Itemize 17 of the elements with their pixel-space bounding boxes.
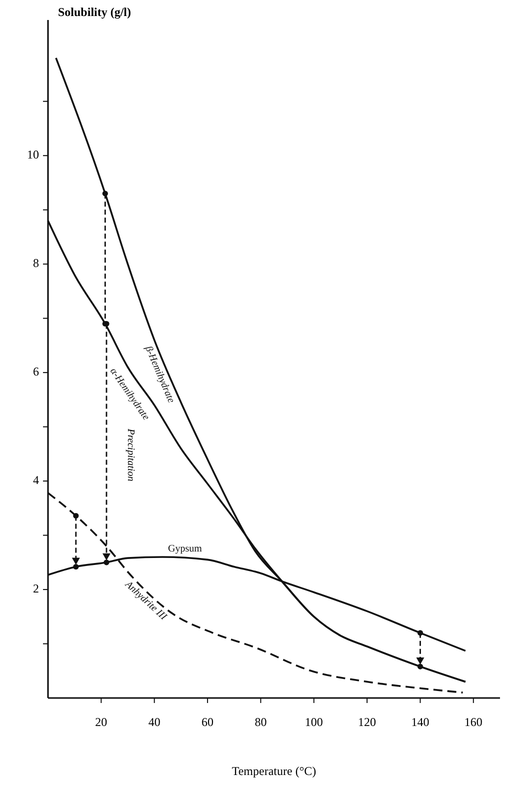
x-tick-label: 20 bbox=[95, 715, 108, 729]
y-tick-label: 8 bbox=[33, 256, 39, 270]
annotation: Precipitation bbox=[125, 428, 136, 482]
x-tick-label: 100 bbox=[304, 715, 323, 729]
x-axis-title: Temperature (°C) bbox=[232, 764, 316, 778]
y-tick-label: 4 bbox=[33, 472, 39, 487]
x-tick-label: 80 bbox=[254, 715, 267, 729]
x-tick-label: 40 bbox=[148, 715, 160, 729]
y-tick-label: 6 bbox=[33, 364, 39, 378]
y-tick-label: 2 bbox=[33, 581, 39, 596]
x-tick-label: 140 bbox=[411, 715, 430, 729]
y-axis-title: Solubility (g/l) bbox=[58, 5, 132, 19]
x-tick-label: 60 bbox=[202, 715, 214, 729]
x-tick-label: 120 bbox=[358, 715, 376, 729]
y-tick-label: 10 bbox=[27, 147, 39, 162]
series-label: Gypsum bbox=[168, 544, 202, 555]
x-tick-label: 160 bbox=[464, 715, 482, 729]
